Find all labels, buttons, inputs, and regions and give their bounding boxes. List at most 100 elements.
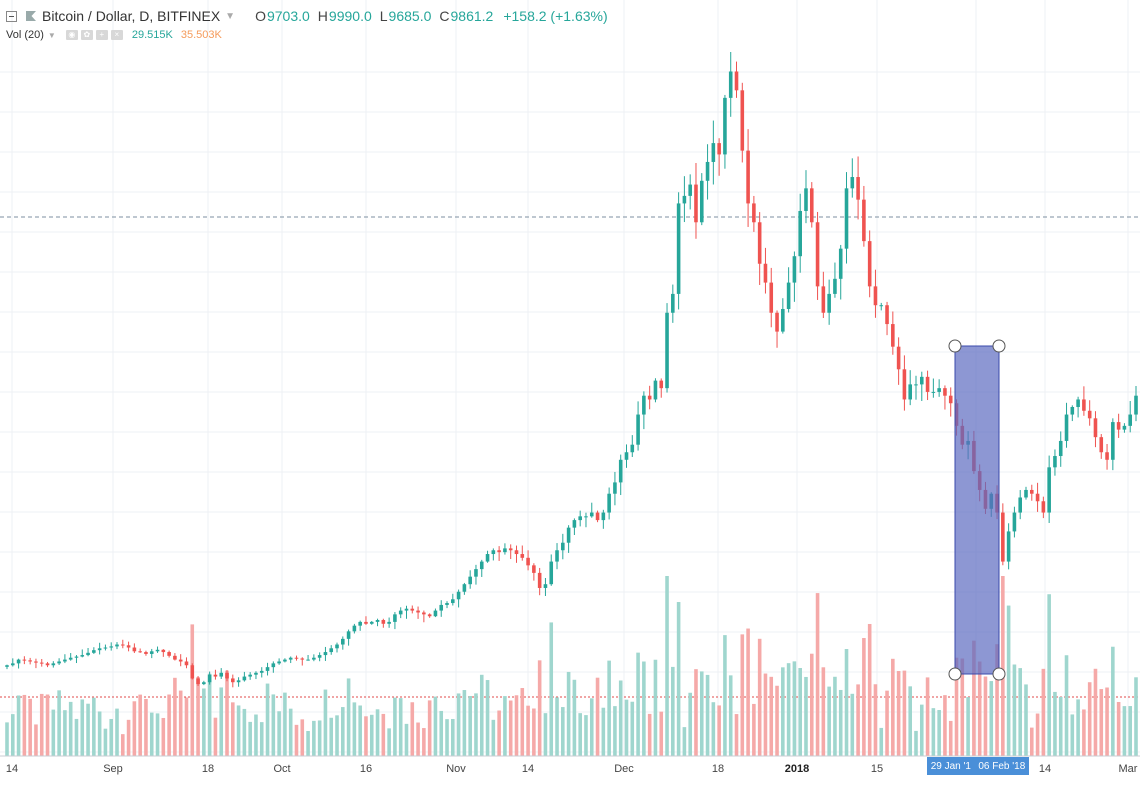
volume-bar [914, 730, 918, 756]
candle-body [138, 651, 142, 653]
candle-body [908, 384, 912, 400]
volume-bar [833, 676, 837, 756]
volume-bar [213, 717, 218, 756]
volume-bar [259, 722, 264, 756]
candle-body [126, 645, 131, 648]
candle-body [1058, 440, 1063, 457]
candle-body [10, 663, 15, 666]
volume-bar [433, 696, 438, 756]
volume-bar [97, 711, 102, 756]
volume-bar [283, 692, 287, 756]
volume-bar [717, 705, 721, 756]
candle-body [532, 565, 536, 573]
volume-bar [543, 713, 548, 756]
volume-bar [995, 644, 999, 756]
volume-bar [1111, 646, 1115, 756]
volume-bar [138, 694, 142, 756]
volume-value-2: 35.503K [180, 29, 222, 41]
candle-body [1047, 467, 1051, 513]
x-tick-label: Oct [273, 763, 291, 775]
volume-bar [607, 660, 611, 756]
volume-bar [763, 673, 768, 756]
volume-bar [1082, 709, 1086, 756]
chevron-down-icon[interactable]: ▼ [47, 30, 56, 40]
candle-body [184, 661, 189, 666]
candle-body [259, 670, 264, 673]
volume-bar [207, 673, 212, 756]
volume-bar [202, 688, 206, 756]
volume-bar [109, 718, 114, 756]
volume-bar [22, 694, 27, 756]
add-icon[interactable]: + [95, 30, 108, 40]
settings-icon[interactable]: ✿ [80, 30, 93, 40]
volume-label[interactable]: Vol (20) [6, 29, 44, 41]
volume-bar [769, 676, 774, 756]
candle-body [479, 561, 484, 570]
range-handle-top-right[interactable] [992, 339, 1006, 353]
date-range-selection[interactable] [948, 339, 1006, 681]
candle-body [103, 647, 108, 649]
candle-body [566, 527, 571, 543]
candle-body [178, 659, 183, 662]
range-handle-bottom-right[interactable] [992, 667, 1006, 681]
date-range-end: 06 Feb '18 [978, 760, 1026, 772]
x-tick-label: Mar [1118, 763, 1138, 775]
candle-body [34, 661, 38, 663]
candle-body [514, 550, 519, 555]
candle-body [1093, 418, 1098, 438]
volume-bar [555, 697, 559, 756]
volume-bar [323, 689, 328, 756]
volume-bar [126, 719, 131, 756]
candle-body [1076, 399, 1080, 408]
volume-bar [317, 720, 322, 756]
collapse-icon[interactable] [6, 10, 17, 22]
candle-body [561, 542, 565, 551]
candle-body [358, 621, 362, 626]
candle-body [196, 678, 200, 685]
volume-bar [960, 658, 965, 756]
volume-bar [578, 713, 582, 756]
volume-bar [184, 697, 189, 756]
candle-body [688, 184, 692, 196]
volume-bar [242, 708, 247, 756]
candle-body [5, 665, 9, 667]
candle-body [694, 184, 698, 223]
range-handle-bottom-left[interactable] [948, 667, 962, 681]
volume-bar [786, 663, 791, 756]
candle-body [225, 672, 229, 679]
candle-body [636, 414, 640, 445]
candle-body [462, 584, 467, 592]
candle-body [676, 203, 681, 294]
volume-bar [630, 701, 635, 756]
volume-bar [312, 720, 316, 756]
volume-bar [1087, 682, 1092, 756]
eye-icon[interactable]: ◉ [65, 30, 78, 40]
volume-bar [398, 698, 403, 756]
symbol-title[interactable]: Bitcoin / Dollar, D, BITFINEX [42, 8, 221, 24]
candle-body [613, 482, 617, 494]
candle-body [792, 256, 797, 283]
candle-body [699, 180, 704, 223]
candle-body [682, 195, 687, 204]
candle-body [219, 672, 224, 677]
candle-body [809, 188, 814, 223]
chevron-down-icon[interactable]: ▼ [225, 10, 236, 22]
candle-body [867, 241, 872, 287]
volume-bar [103, 728, 108, 756]
range-handle-top-left[interactable] [948, 339, 962, 353]
date-range-rectangle[interactable] [954, 345, 1000, 675]
candle-body [902, 369, 907, 400]
volume-bar [236, 705, 241, 756]
candle-body [844, 188, 849, 249]
volume-bar [711, 702, 716, 756]
volume-bar [346, 678, 351, 756]
volume-bar [381, 713, 386, 756]
candle-body [491, 550, 496, 555]
candle-body [595, 512, 600, 521]
close-icon[interactable]: × [110, 30, 123, 40]
candle-body [919, 376, 924, 385]
candle-body [1134, 395, 1138, 415]
candle-body [833, 278, 837, 294]
volume-bar [1018, 668, 1022, 756]
